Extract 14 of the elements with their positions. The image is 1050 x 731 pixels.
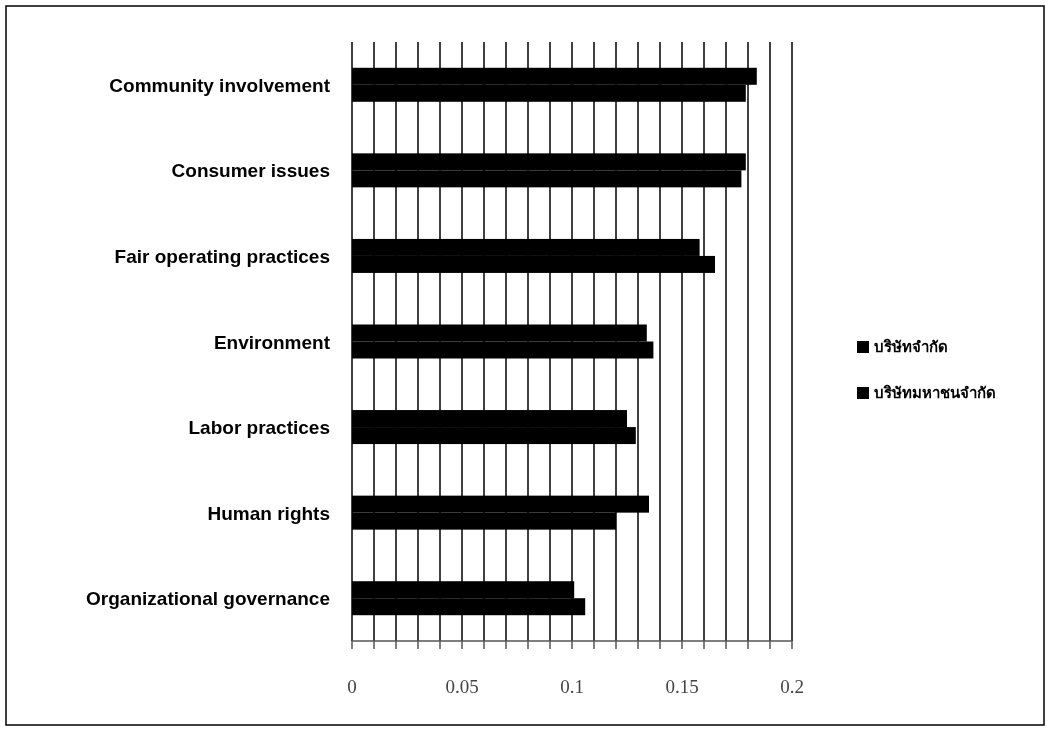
y-tick-label: Labor practices — [188, 417, 330, 439]
legend-label: บริษัทมหาชนจำกัด — [874, 384, 996, 401]
y-tick-label: Consumer issues — [171, 160, 330, 182]
y-tick-label: Fair operating practices — [114, 245, 330, 267]
x-tick-label: 0.05 — [445, 676, 479, 697]
y-tick-label: Community involvement — [109, 74, 331, 96]
y-tick-label: Environment — [213, 331, 331, 353]
x-tick-label: 0.15 — [665, 676, 699, 697]
y-tick-label: Organizational governance — [86, 588, 330, 610]
x-tick-label: 0.1 — [560, 676, 584, 697]
x-tick-label: 0 — [347, 676, 357, 697]
y-tick-label: Human rights — [207, 502, 330, 524]
legend-label: บริษัทจำกัด — [874, 338, 948, 355]
x-tick-label: 0.2 — [780, 676, 804, 697]
